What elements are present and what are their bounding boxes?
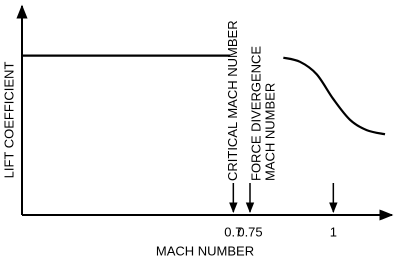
x-tick-label: 0.75 (237, 224, 262, 239)
x-tick-label: 0.7 (224, 224, 242, 239)
x-tick-label: 1 (330, 224, 337, 239)
x-axis-label: MACH NUMBER (156, 243, 254, 258)
y-axis-label: LIFT COEFFICIENT (1, 62, 16, 179)
annotation: MACH NUMBER (262, 83, 277, 181)
line (283, 56, 386, 136)
annotation: FORCE DIVERGENCE (248, 46, 263, 181)
annotation: CRITICAL MACH NUMBER (225, 20, 240, 181)
